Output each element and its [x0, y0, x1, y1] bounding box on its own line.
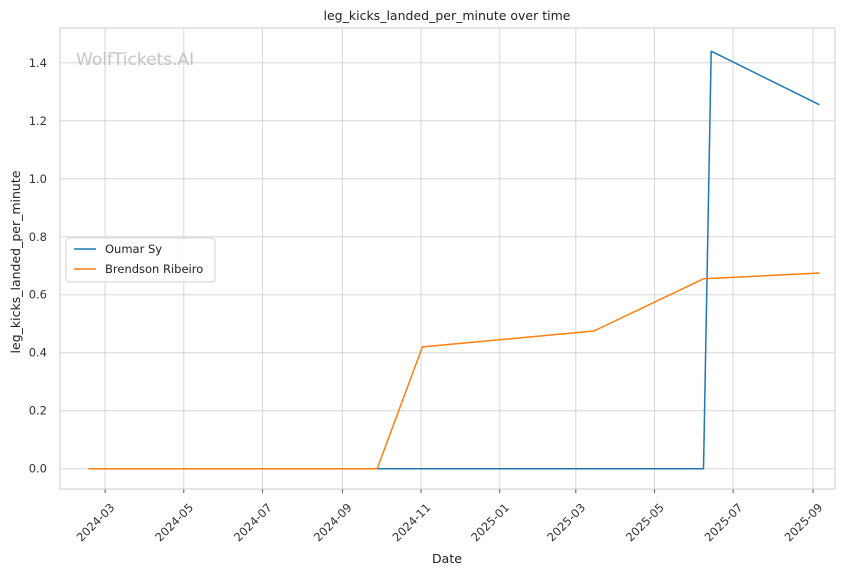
y-tick-label: 0.8	[29, 230, 47, 244]
y-tick-label: 0.6	[29, 288, 47, 302]
series-lines	[88, 50, 820, 470]
legend: Oumar Sy Brendson Ribeiro	[65, 237, 216, 283]
y-axis-title: leg_kicks_landed_per_minute	[8, 170, 23, 353]
series-line-brendson-ribeiro	[88, 272, 820, 470]
y-tick-label: 1.2	[29, 114, 47, 128]
y-tick-label: 0.4	[29, 346, 47, 360]
y-tick-label: 1.4	[29, 56, 47, 70]
watermark-text: WolfTickets.AI	[76, 50, 194, 70]
legend-label: Brendson Ribeiro	[105, 262, 203, 276]
y-tick-label: 1.0	[29, 172, 47, 186]
y-tick-label: 0.2	[29, 404, 47, 418]
legend-label: Oumar Sy	[105, 242, 162, 256]
chart-title: leg_kicks_landed_per_minute over time	[324, 8, 571, 23]
plot-frame	[59, 27, 836, 490]
y-tick-label: 0.0	[29, 462, 47, 476]
x-axis-title: Date	[432, 551, 462, 566]
legend-box	[65, 237, 216, 283]
series-line-oumar-sy	[205, 50, 820, 470]
